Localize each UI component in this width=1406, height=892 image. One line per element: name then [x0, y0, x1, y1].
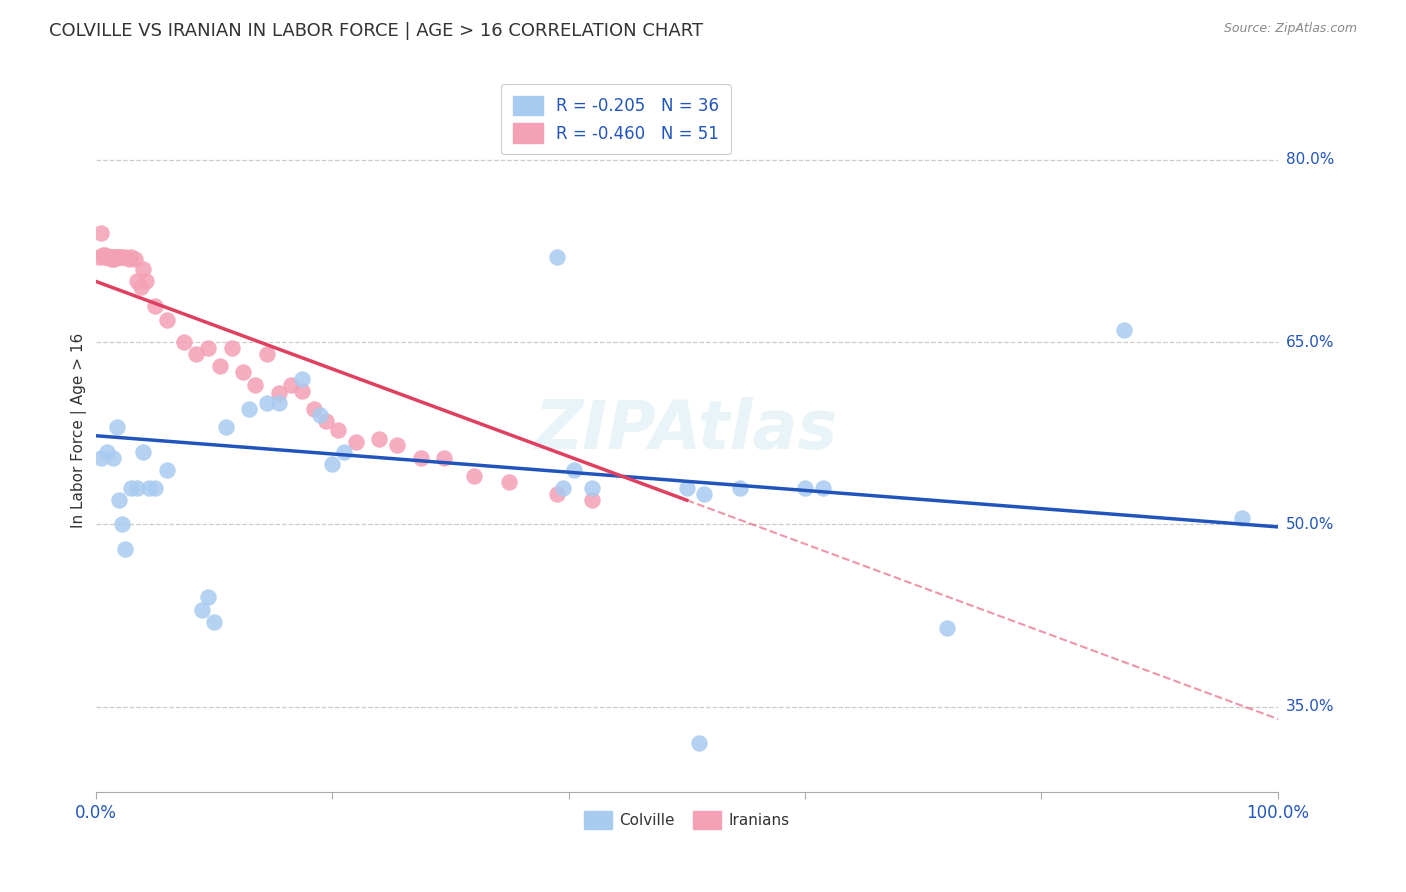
Point [120, 250, 142, 264]
Text: COLVILLE VS IRANIAN IN LABOR FORCE | AGE > 16 CORRELATION CHART: COLVILLE VS IRANIAN IN LABOR FORCE | AGE… [49, 22, 703, 40]
Point [143, 299, 166, 313]
Point [96, 250, 118, 264]
Point [191, 602, 214, 616]
Point [114, 250, 136, 264]
Point [96, 250, 118, 264]
Point [108, 250, 131, 264]
Point [125, 481, 148, 495]
Point [132, 444, 155, 458]
Point [221, 341, 243, 355]
Point [546, 487, 568, 501]
Text: 65.0%: 65.0% [1286, 334, 1334, 350]
Point [232, 366, 254, 380]
Point [132, 262, 155, 277]
Point [728, 481, 751, 495]
Point [90, 226, 112, 240]
Point [581, 481, 603, 495]
Point [107, 250, 129, 264]
Text: 50.0%: 50.0% [1286, 517, 1334, 532]
Point [197, 341, 219, 355]
Point [675, 481, 697, 495]
Point [1114, 323, 1136, 337]
Point [143, 481, 166, 495]
Point [114, 541, 136, 556]
Point [155, 313, 177, 327]
Point [581, 493, 603, 508]
Point [214, 420, 236, 434]
Point [104, 250, 127, 264]
Point [97, 250, 120, 264]
Y-axis label: In Labor Force | Age > 16: In Labor Force | Age > 16 [72, 333, 87, 528]
Point [794, 481, 817, 495]
Point [184, 347, 207, 361]
Point [110, 250, 132, 264]
Point [103, 450, 125, 465]
Point [101, 250, 124, 264]
Point [546, 250, 568, 264]
Point [103, 252, 125, 267]
Point [463, 468, 485, 483]
Point [267, 386, 290, 401]
Point [693, 487, 716, 501]
Point [409, 450, 432, 465]
Point [110, 250, 132, 264]
Point [108, 493, 131, 508]
Point [498, 475, 520, 489]
Point [94, 247, 117, 261]
Point [129, 280, 152, 294]
Point [1232, 511, 1254, 525]
Text: 35.0%: 35.0% [1286, 699, 1334, 714]
Point [103, 250, 125, 264]
Point [321, 457, 343, 471]
Point [135, 274, 157, 288]
Point [90, 450, 112, 465]
Point [280, 377, 302, 392]
Point [173, 335, 195, 350]
Point [98, 250, 121, 264]
Point [208, 359, 231, 374]
Point [811, 481, 834, 495]
Point [93, 250, 115, 264]
Point [326, 423, 349, 437]
Point [110, 517, 132, 532]
Text: ZIPAtlas: ZIPAtlas [536, 397, 838, 463]
Point [309, 408, 332, 422]
Point [91, 247, 114, 261]
Legend: Colville, Iranians: Colville, Iranians [578, 805, 796, 835]
Point [385, 438, 408, 452]
Point [100, 252, 122, 267]
Point [256, 396, 278, 410]
Point [96, 444, 118, 458]
Point [105, 420, 128, 434]
Point [333, 444, 356, 458]
Point [87, 250, 110, 264]
Point [935, 621, 957, 635]
Point [291, 384, 314, 398]
Point [138, 481, 160, 495]
Point [197, 591, 219, 605]
Point [564, 463, 586, 477]
Point [291, 371, 314, 385]
Point [304, 401, 326, 416]
Point [120, 481, 142, 495]
Point [344, 434, 367, 449]
Point [105, 250, 128, 264]
Point [267, 396, 290, 410]
Point [368, 433, 391, 447]
Point [202, 615, 225, 629]
Point [433, 450, 456, 465]
Point [238, 401, 260, 416]
Point [688, 736, 710, 750]
Point [315, 414, 337, 428]
Point [118, 252, 141, 267]
Point [124, 252, 146, 267]
Point [125, 274, 148, 288]
Text: 80.0%: 80.0% [1286, 153, 1334, 167]
Point [256, 347, 278, 361]
Text: Source: ZipAtlas.com: Source: ZipAtlas.com [1223, 22, 1357, 36]
Point [551, 481, 574, 495]
Point [245, 377, 267, 392]
Point [155, 463, 177, 477]
